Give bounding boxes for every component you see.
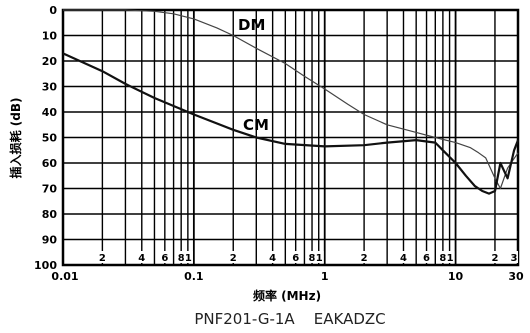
y-tick-label: 30 (42, 81, 58, 94)
x-minor-tick-bg (489, 251, 499, 263)
chart-title: PNF201-G-1A EAKADZC (194, 310, 385, 328)
series-label-cm: CM (243, 116, 269, 134)
x-minor-tick-bg (445, 251, 455, 263)
x-minor-tick-label: 6 (292, 253, 299, 264)
x-minor-tick-label: 4 (138, 253, 145, 264)
x-minor-tick-bg (290, 251, 300, 263)
x-minor-tick-bg (314, 251, 324, 263)
x-minor-tick-label: 2 (491, 253, 498, 264)
x-minor-tick-bg (97, 251, 107, 263)
x-major-tick-label: 1 (321, 270, 329, 283)
x-minor-tick-label: 2 (99, 253, 106, 264)
x-minor-tick-bg (267, 251, 277, 263)
x-minor-tick-bg (176, 251, 186, 263)
x-minor-tick-label: 8 (439, 253, 446, 264)
x-major-tick-label: 0.1 (184, 270, 204, 283)
x-minor-tick-label: 3 (511, 253, 518, 264)
x-minor-tick-bg (437, 251, 447, 263)
y-tick-label: 10 (42, 30, 58, 43)
x-minor-tick-bg (136, 251, 146, 263)
x-minor-tick-label: 4 (400, 253, 407, 264)
series-line-cm (62, 52, 520, 195)
series-label-dm: DM (238, 16, 265, 34)
x-minor-tick-bg (398, 251, 408, 263)
series-line-dm (63, 9, 519, 190)
x-minor-tick-label: 6 (161, 253, 168, 264)
series-lines (62, 9, 520, 195)
y-tick-label: 40 (42, 106, 58, 119)
x-minor-tick-label: 2 (230, 253, 237, 264)
x-minor-tick-bg (359, 251, 369, 263)
x-minor-tick-label: 8 (309, 253, 316, 264)
x-minor-tick-label: 6 (423, 253, 430, 264)
x-minor-tick-bg (421, 251, 431, 263)
y-tick-label: 100 (34, 259, 57, 272)
x-major-tick-label: 0.01 (51, 270, 78, 283)
x-minor-tick-bg (307, 251, 317, 263)
x-minor-tick-bg (183, 251, 193, 263)
y-tick-label: 20 (42, 55, 58, 68)
y-axis-label: 插入损耗 (dB) (8, 98, 23, 179)
y-tick-label: 70 (42, 183, 58, 196)
x-minor-tick-label: 8 (178, 253, 185, 264)
y-tick-label: 80 (42, 208, 58, 221)
x-minor-tick-bg (509, 251, 518, 263)
x-major-tick-label: 30 (508, 270, 524, 283)
x-minor-tick-bg (228, 251, 238, 263)
y-tick-label: 50 (42, 132, 58, 145)
y-tick-label: 0 (49, 4, 57, 17)
x-minor-tick-label: 4 (269, 253, 276, 264)
x-minor-tick-bg (159, 251, 169, 263)
x-minor-tick-label: 2 (361, 253, 368, 264)
x-axis-label: 频率 (MHz) (253, 288, 321, 303)
x-major-tick-label: 10 (448, 270, 464, 283)
x-minor-tick-label: 1 (185, 253, 192, 264)
x-minor-tick-label: 1 (316, 253, 323, 264)
x-minor-tick-label: 1 (447, 253, 454, 264)
y-tick-label: 90 (42, 234, 58, 247)
y-tick-label: 60 (42, 157, 58, 170)
plot-grid (61, 8, 520, 267)
plot-frame (61, 8, 520, 267)
